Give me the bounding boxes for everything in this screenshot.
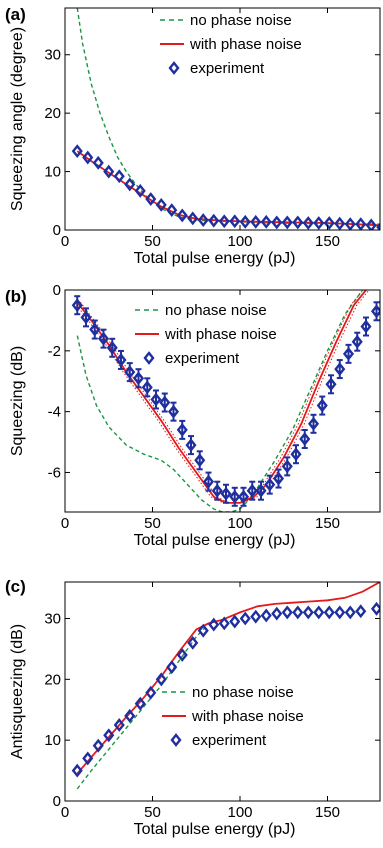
experiment-point xyxy=(262,610,270,620)
y-tick-label: 30 xyxy=(44,611,61,628)
experiment-point xyxy=(294,607,302,617)
x-tick-label: 50 xyxy=(144,515,161,532)
legend-entry: no phase noise xyxy=(192,684,294,701)
legend-entry: with phase noise xyxy=(191,708,304,725)
axes-box xyxy=(65,290,380,512)
x-tick-label: 100 xyxy=(227,233,252,250)
x-tick-label: 100 xyxy=(227,515,252,532)
y-tick-label: -4 xyxy=(48,404,61,421)
y-tick-label: -2 xyxy=(48,343,61,360)
y-tick-label: 0 xyxy=(53,793,61,810)
experiment-point xyxy=(273,609,281,619)
experiment-point xyxy=(346,607,354,617)
legend-swatch-diamond xyxy=(170,63,178,73)
legend-entry: with phase noise xyxy=(189,36,302,53)
y-axis-label: Squeezing (dB) xyxy=(9,346,26,456)
x-tick-label: 150 xyxy=(315,804,340,821)
experiment-point xyxy=(105,730,113,740)
experiment-point xyxy=(325,607,333,617)
panel-label: (b) xyxy=(5,287,27,306)
experiment-point xyxy=(283,607,291,617)
x-tick-label: 100 xyxy=(227,804,252,821)
y-tick-label: 30 xyxy=(44,47,61,64)
legend-entry: experiment xyxy=(165,350,240,367)
experiment-point xyxy=(157,674,165,684)
x-axis-label: Total pulse energy (pJ) xyxy=(134,532,296,549)
x-tick-label: 50 xyxy=(144,804,161,821)
panel-label: (c) xyxy=(5,577,26,596)
experiment-point xyxy=(336,607,344,617)
experiment-point xyxy=(115,171,123,181)
experiment-point xyxy=(73,146,81,156)
experiment-point xyxy=(147,688,155,698)
x-tick-label: 0 xyxy=(61,804,69,821)
y-tick-label: 20 xyxy=(44,671,61,688)
legend-swatch-diamond xyxy=(145,353,153,363)
legend-entry: with phase noise xyxy=(164,326,277,343)
experiment-point xyxy=(84,753,92,763)
experiment-point xyxy=(373,604,381,614)
y-tick-label: -6 xyxy=(48,464,61,481)
x-axis-label: Total pulse energy (pJ) xyxy=(134,821,296,838)
y-tick-label: 20 xyxy=(44,105,61,122)
x-tick-label: 150 xyxy=(315,515,340,532)
experiment-point xyxy=(231,617,239,627)
y-tick-label: 0 xyxy=(53,222,61,239)
panel-2: (b) 0 50 100 150 0 -2 -4 -6 Total pulse energy (p… xyxy=(5,282,381,549)
panel-3: (c) 0 50 100 150 0 10 20 30 Total pulse energy (p… xyxy=(5,577,381,838)
legend-entry: no phase noise xyxy=(190,12,292,29)
experiment-point xyxy=(126,711,134,721)
y-axis-label: Squeezing angle (degree) xyxy=(9,27,26,211)
legend-swatch-diamond xyxy=(172,735,180,745)
experiment-point xyxy=(252,612,260,622)
legend-entry: no phase noise xyxy=(165,302,267,319)
x-tick-label: 50 xyxy=(144,233,161,250)
panel-label: (a) xyxy=(5,5,26,24)
experiment-point xyxy=(94,741,102,751)
experiment-point xyxy=(94,158,102,168)
experiment-point xyxy=(241,614,249,624)
x-axis-label: Total pulse energy (pJ) xyxy=(134,250,296,267)
experiment-point xyxy=(315,607,323,617)
legend-entry: experiment xyxy=(190,60,265,77)
experiment-point xyxy=(304,607,312,617)
y-tick-label: 0 xyxy=(53,282,61,299)
legend-entry: experiment xyxy=(192,732,267,749)
uncertainty-band xyxy=(80,290,369,503)
x-tick-label: 0 xyxy=(61,515,69,532)
experiment-point xyxy=(136,699,144,709)
y-tick-label: 10 xyxy=(44,732,61,749)
experiment-point xyxy=(168,662,176,672)
y-axis-label: Antisqueezing (dB) xyxy=(9,624,26,759)
experiment-point xyxy=(357,606,365,616)
experiment-point xyxy=(73,766,81,776)
y-tick-label: 10 xyxy=(44,164,61,181)
legend: no phase noise with phase noise experiment xyxy=(135,302,277,367)
legend: no phase noise with phase noise experiment xyxy=(162,684,304,749)
x-tick-label: 150 xyxy=(315,233,340,250)
panel-1: (a) 0 50 100 150 0 10 20 30 Total pulse energy (p… xyxy=(5,5,383,267)
legend: no phase noise with phase noise experiment xyxy=(160,12,302,77)
x-tick-label: 0 xyxy=(61,233,69,250)
series-line-with-phase-noise xyxy=(77,151,380,225)
experiment-point xyxy=(189,638,197,648)
